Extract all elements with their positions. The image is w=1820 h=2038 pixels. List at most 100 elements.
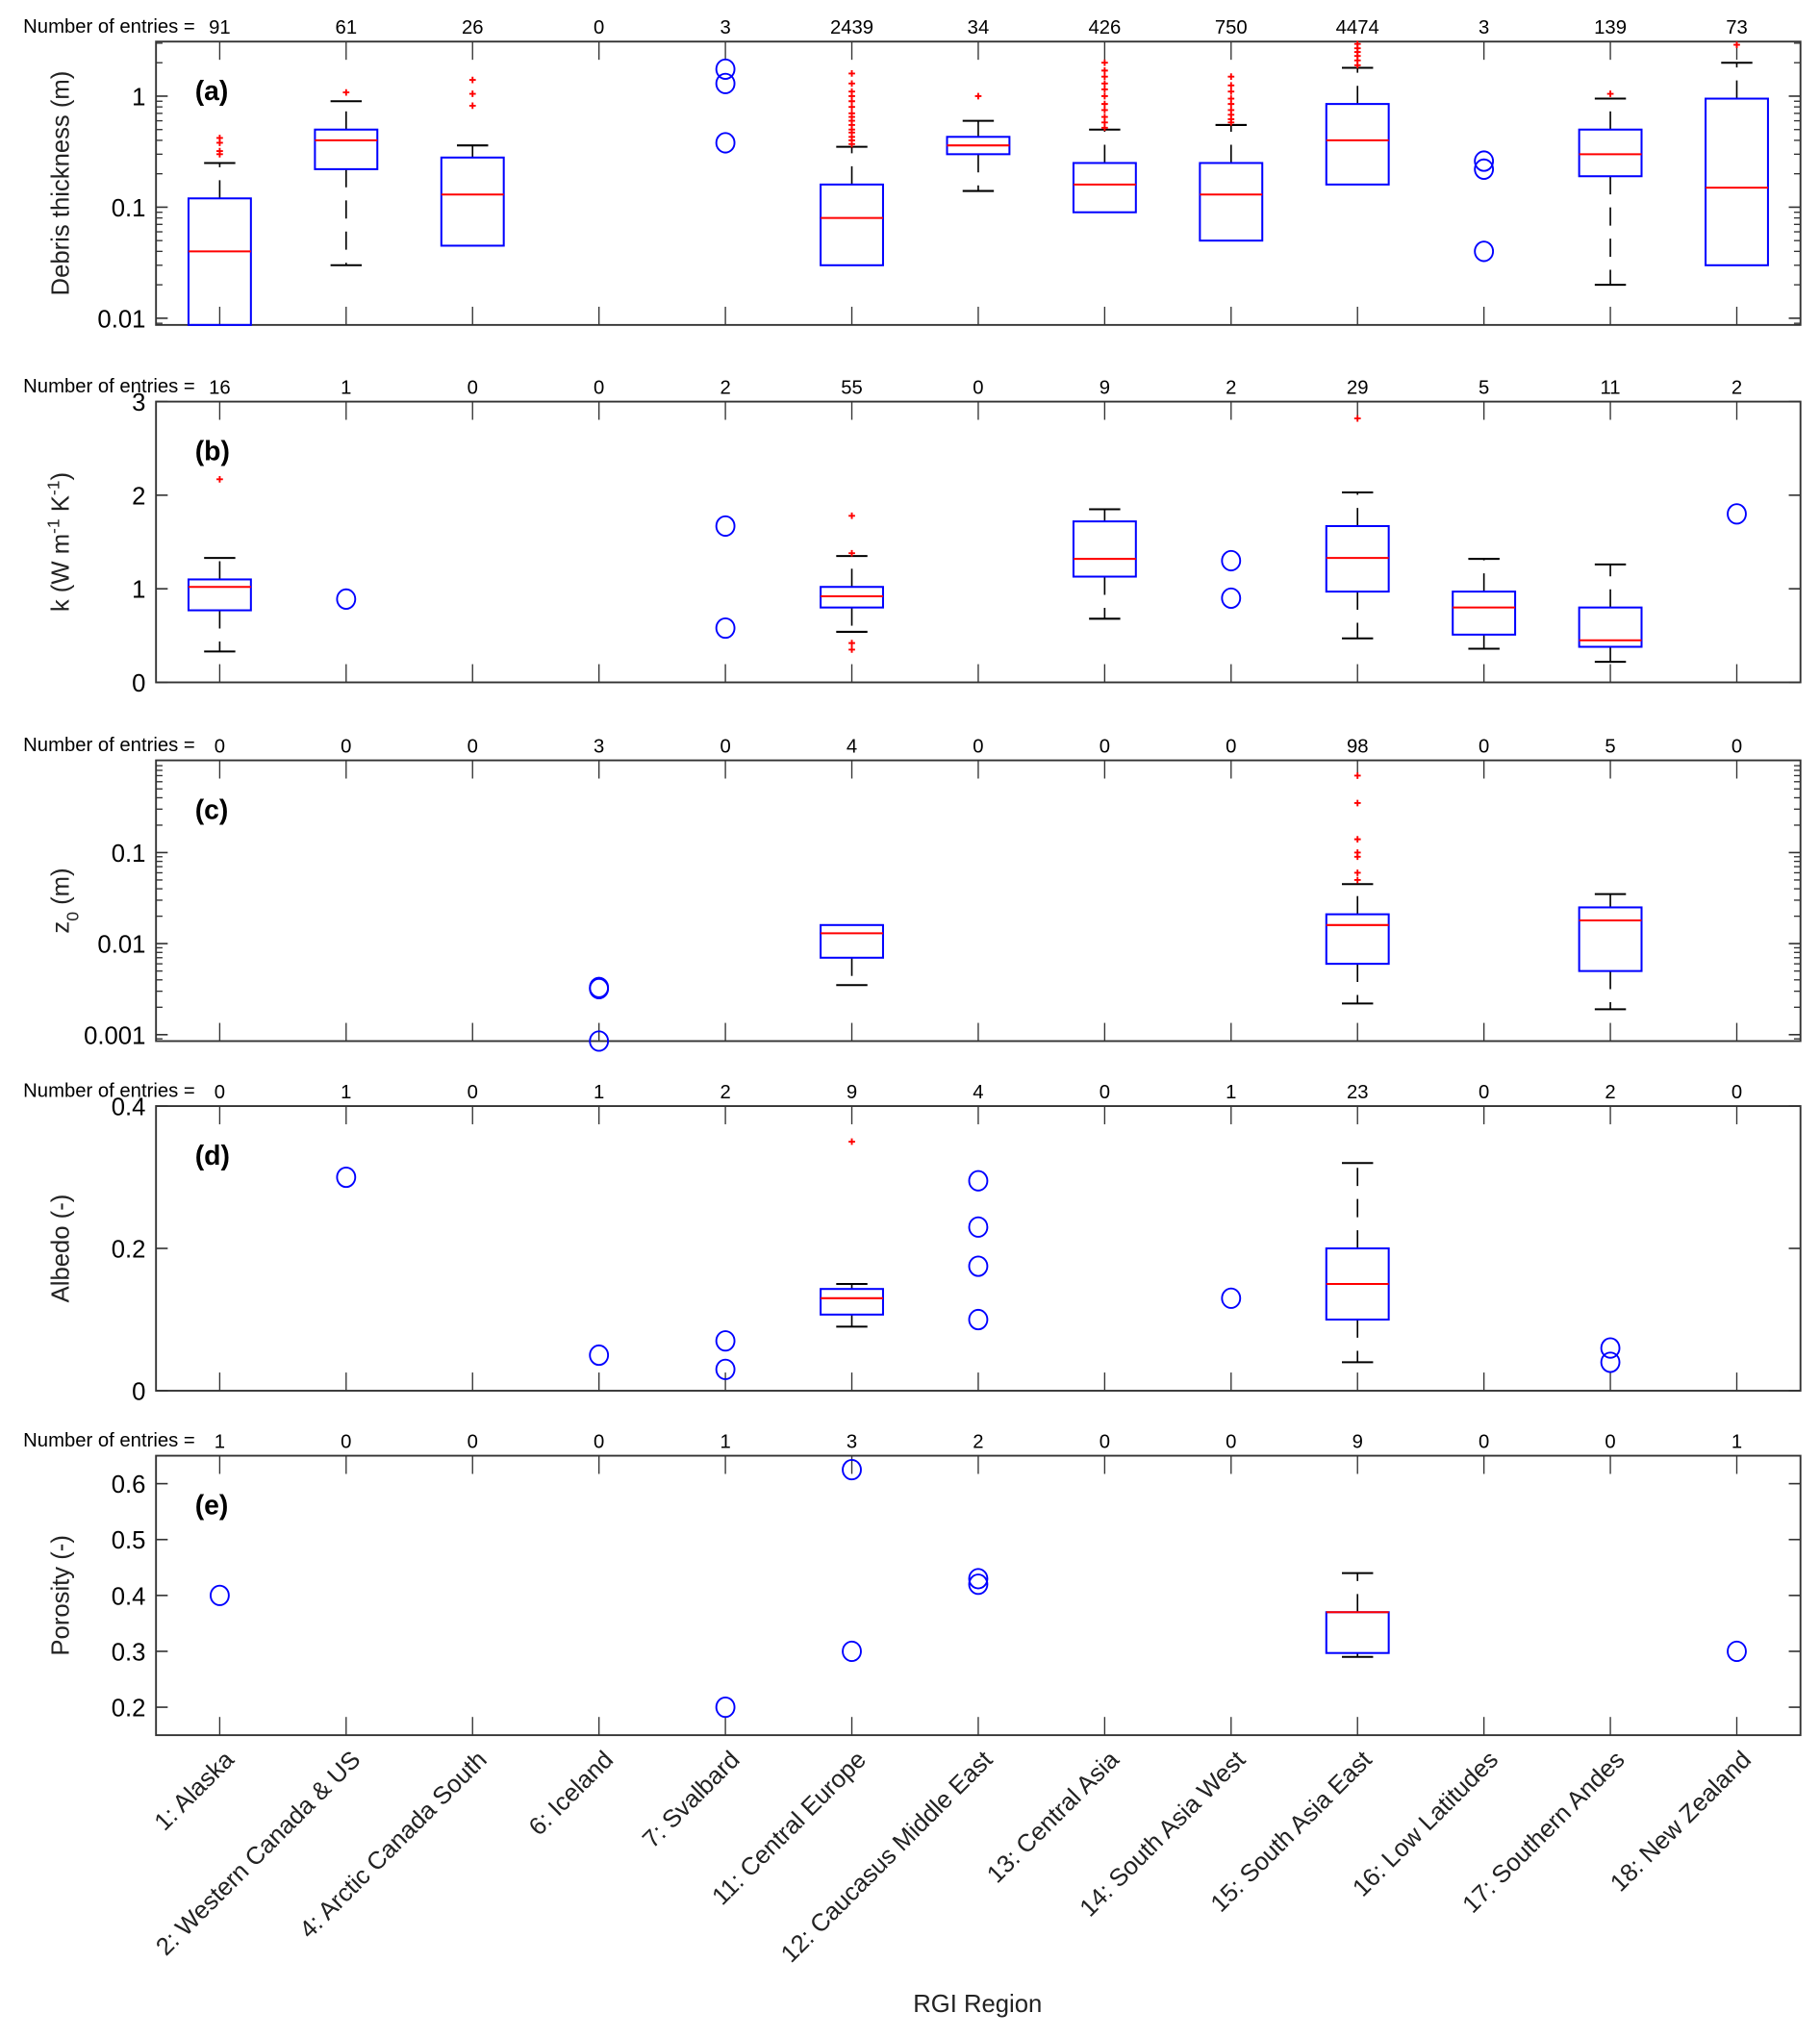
panel-e: 0.2 0.3 0.4 0.5 0.6 Number of entries = 1 0 0 0 1 3… [23, 1430, 1802, 1737]
x-category-label: 13: Central Asia [982, 1746, 1125, 1888]
box-10 [1452, 558, 1517, 650]
entry-count: 0 [468, 1431, 478, 1452]
entry-count: 0 [1226, 736, 1236, 757]
entry-count: 3 [1479, 17, 1489, 38]
axes-frame [155, 400, 1802, 684]
box-7 [1072, 59, 1137, 214]
box-iqr [820, 1288, 884, 1316]
data-point [589, 1030, 610, 1052]
box-iqr [1578, 606, 1643, 648]
box-iqr [1578, 128, 1643, 178]
data-point [1474, 158, 1495, 180]
entry-count: 1 [1226, 1082, 1236, 1103]
outlier-marker [468, 76, 476, 84]
data-point [715, 72, 736, 94]
outlier-marker [1353, 772, 1361, 779]
outlier-marker [216, 475, 223, 483]
data-point [336, 588, 357, 610]
outlier-marker [848, 70, 855, 77]
box-iqr [1199, 162, 1264, 242]
count-label: Number of entries = [23, 1430, 195, 1451]
entry-count: 3 [594, 736, 604, 757]
entry-count: 1 [594, 1082, 604, 1103]
outlier-marker [1100, 118, 1108, 126]
data-point [1221, 1287, 1242, 1309]
data-point [968, 1573, 989, 1596]
entry-count: 98 [1347, 736, 1369, 757]
box-9 [1325, 772, 1390, 1005]
y-tick-label: 0.4 [112, 1583, 146, 1610]
entry-count: 61 [336, 17, 358, 38]
entry-count: 91 [209, 17, 231, 38]
entry-count: 2 [973, 1431, 983, 1452]
box-0 [187, 135, 252, 326]
y-tick-label: 0.1 [112, 841, 146, 868]
entry-count: 750 [1215, 17, 1248, 38]
entry-count: 4 [973, 1082, 983, 1103]
entry-count: 5 [1479, 377, 1489, 398]
axes-frame [155, 1105, 1802, 1392]
box-12 [1705, 41, 1769, 266]
entry-count: 0 [594, 1431, 604, 1452]
y-tick-label: 0.5 [112, 1527, 146, 1554]
entry-count: 0 [1479, 1431, 1489, 1452]
count-label: Number of entries = [23, 1081, 195, 1102]
entry-count: 1 [720, 1431, 730, 1452]
box-11 [1578, 90, 1643, 287]
y-axis-label-part: z [48, 921, 75, 934]
entry-count: 73 [1726, 17, 1748, 38]
entry-count: 1 [215, 1431, 225, 1452]
outlier-marker [848, 110, 855, 117]
box-iqr [1325, 913, 1390, 966]
count-label: Number of entries = [23, 16, 195, 38]
entry-count: 2 [720, 377, 730, 398]
entry-count: 0 [1732, 1082, 1742, 1103]
data-point [1600, 1351, 1621, 1373]
box-iqr [820, 183, 884, 266]
data-point [968, 1216, 989, 1238]
data-point [715, 1696, 736, 1719]
box-iqr [1072, 162, 1137, 214]
data-point [1600, 1337, 1621, 1359]
entry-count: 0 [1226, 1431, 1236, 1452]
entry-count: 0 [215, 1082, 225, 1103]
box-iqr [1705, 97, 1769, 266]
x-category-label: 2: Western Canada & US [151, 1747, 366, 1961]
data-point [589, 976, 610, 998]
y-axis-label: Porosity (-) [48, 1535, 75, 1655]
entry-count: 0 [720, 736, 730, 757]
box-5 [820, 923, 884, 987]
box-9 [1325, 1162, 1390, 1364]
box-2 [440, 76, 505, 247]
entry-count: 0 [341, 736, 351, 757]
entry-count: 0 [1732, 736, 1742, 757]
x-axis-label: RGI Region [913, 1991, 1042, 2018]
outlier-marker [342, 88, 350, 96]
data-point [1474, 240, 1495, 263]
box-iqr [440, 156, 505, 247]
box-iqr [1578, 906, 1643, 972]
entry-count: 2 [720, 1082, 730, 1103]
box-iqr [1072, 520, 1137, 578]
y-axis-label-part: -1 [44, 518, 63, 534]
y-axis-label-part: K [48, 495, 75, 518]
outlier-marker [1353, 799, 1361, 807]
outlier-marker [1227, 107, 1235, 113]
box-iqr [1325, 103, 1390, 186]
outlier-marker [1353, 849, 1361, 856]
y-tick-label: 0 [132, 670, 145, 697]
outlier-marker [974, 92, 982, 100]
entry-count: 0 [1100, 1431, 1110, 1452]
outlier-marker [848, 512, 855, 519]
data-point [968, 1308, 989, 1331]
y-tick-label: 0.01 [97, 306, 145, 333]
box-5 [820, 1138, 884, 1328]
entry-count: 0 [1100, 736, 1110, 757]
entry-count: 3 [720, 17, 730, 38]
data-point [715, 58, 736, 80]
count-label: Number of entries = [23, 376, 195, 397]
data-point [715, 1330, 736, 1352]
entry-count: 9 [1352, 1431, 1363, 1452]
